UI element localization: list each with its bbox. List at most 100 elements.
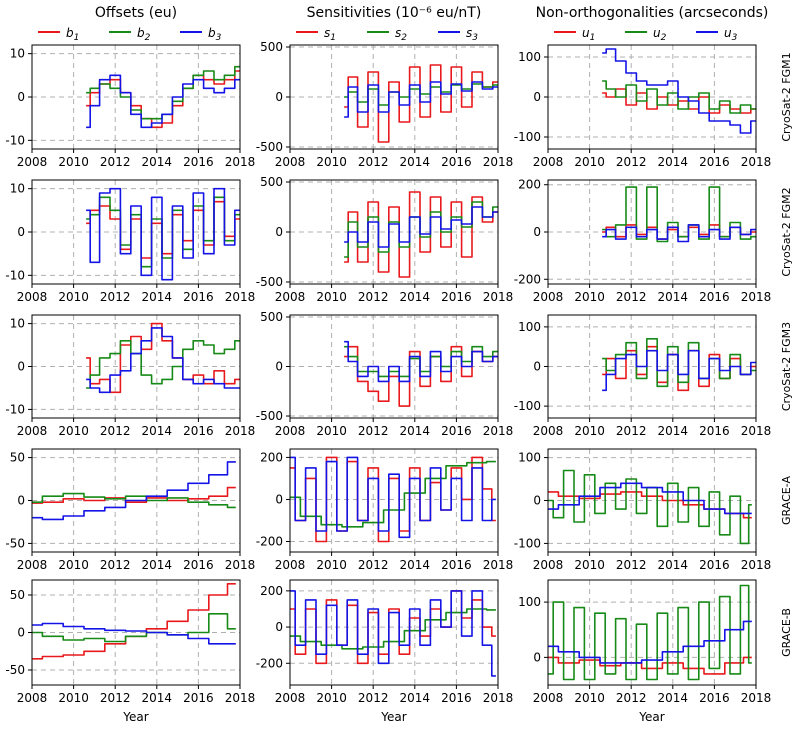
series-line-b1 xyxy=(86,70,240,129)
legend-label: b3 xyxy=(208,26,222,43)
x-tick-label: 2012 xyxy=(616,691,647,705)
x-tick-label: 2010 xyxy=(574,558,605,572)
axes-frame xyxy=(289,448,499,553)
panel: 2008 2010 2012 2014 2016 2018 -200 0 200 xyxy=(256,448,513,572)
x-tick-label: 2012 xyxy=(358,290,389,304)
panel: 2008 2010 2012 2014 2016 2018 -500 0 500 xyxy=(256,40,514,169)
panel: 2008 2010 2012 2014 2016 2018 -100 0 100 xyxy=(514,448,771,572)
y-tick-label: 100 xyxy=(518,320,541,334)
x-tick-label: 2012 xyxy=(100,424,131,438)
series-line-u2 xyxy=(602,80,756,114)
x-tick-label: 2010 xyxy=(316,558,347,572)
y-tick-label: 50 xyxy=(10,588,25,602)
x-tick-label: 2010 xyxy=(316,691,347,705)
y-tick-label: 0 xyxy=(533,360,541,374)
x-tick-label: 2012 xyxy=(100,691,131,705)
x-tick-label: 2012 xyxy=(358,558,389,572)
y-tick-label: 0 xyxy=(533,90,541,104)
series-line-b3 xyxy=(32,461,236,521)
legend-label: u1 xyxy=(582,26,595,43)
series-line-u3 xyxy=(602,48,756,134)
panel: 2008 2010 2012 2014 2016 2018 -500 0 500 xyxy=(256,175,514,304)
series-line-u3 xyxy=(548,482,752,515)
x-tick-label: 2014 xyxy=(400,155,431,169)
x-tick-label: 2016 xyxy=(699,424,730,438)
series-line-b3 xyxy=(86,327,240,394)
x-axis-label: Year xyxy=(122,710,148,724)
panel: 2008 2010 2012 2014 2016 2018 -200 0 200 xyxy=(256,579,514,705)
y-tick-label: 0 xyxy=(275,90,283,104)
y-tick-label: -100 xyxy=(514,130,541,144)
x-tick-label: 2010 xyxy=(58,155,89,169)
legend: b1 b2 b3 xyxy=(38,26,222,43)
x-tick-label: 2018 xyxy=(741,290,772,304)
y-tick-label: 0 xyxy=(275,620,283,634)
x-tick-label: 2008 xyxy=(275,558,306,572)
legend-label: s1 xyxy=(324,26,336,43)
x-tick-label: 2008 xyxy=(275,691,306,705)
x-axis-label: Year xyxy=(638,710,664,724)
panel: 2008 2010 2012 2014 2016 2018 -100 0 100 xyxy=(514,314,771,438)
x-tick-label: 2012 xyxy=(616,558,647,572)
y-tick-label: 200 xyxy=(260,584,283,598)
series-line-u2 xyxy=(548,584,752,681)
x-tick-label: 2010 xyxy=(574,155,605,169)
x-tick-label: 2012 xyxy=(100,558,131,572)
x-tick-label: 2010 xyxy=(316,155,347,169)
x-tick-label: 2018 xyxy=(225,155,256,169)
legend-label: s3 xyxy=(466,26,478,43)
x-tick-label: 2018 xyxy=(741,155,772,169)
x-tick-label: 2014 xyxy=(142,290,173,304)
x-tick-label: 2016 xyxy=(183,155,214,169)
series-line-b3 xyxy=(86,187,240,281)
y-tick-label: 500 xyxy=(260,40,283,54)
x-tick-label: 2010 xyxy=(574,424,605,438)
y-tick-label: -500 xyxy=(256,275,283,289)
x-tick-label: 2012 xyxy=(100,155,131,169)
x-tick-label: 2016 xyxy=(699,155,730,169)
column-title: Non-orthogonalities (arcseconds) xyxy=(536,5,769,21)
y-tick-label: -200 xyxy=(256,534,283,548)
x-tick-label: 2008 xyxy=(533,290,564,304)
y-tick-label: -50 xyxy=(5,536,25,550)
series-line-u2 xyxy=(548,469,752,545)
series-line-s3 xyxy=(344,206,498,248)
x-tick-label: 2016 xyxy=(183,290,214,304)
y-tick-label: -100 xyxy=(514,399,541,413)
y-tick-label: 0 xyxy=(533,225,541,239)
x-tick-label: 2008 xyxy=(275,290,306,304)
x-tick-label: 2008 xyxy=(275,424,306,438)
x-tick-label: 2016 xyxy=(441,558,472,572)
x-tick-label: 2008 xyxy=(533,691,564,705)
x-tick-label: 2010 xyxy=(316,290,347,304)
y-tick-label: -50 xyxy=(5,663,25,677)
x-tick-label: 2014 xyxy=(658,691,689,705)
series-line-s3 xyxy=(290,456,496,539)
panel: 2008 2010 2012 2014 2016 2018 -10 0 10 xyxy=(5,179,255,304)
x-tick-label: 2012 xyxy=(616,290,647,304)
x-tick-label: 2014 xyxy=(658,558,689,572)
y-tick-label: 10 xyxy=(10,317,25,331)
row-label: CryoSat-2 FGM2 xyxy=(780,187,793,276)
x-tick-label: 2014 xyxy=(658,290,689,304)
y-tick-label: -500 xyxy=(256,140,283,154)
panel: 2008 2010 2012 2014 2016 2018 0 100 xyxy=(518,579,771,705)
y-tick-label: 0 xyxy=(17,626,25,640)
x-tick-label: 2016 xyxy=(699,691,730,705)
x-tick-label: 2012 xyxy=(100,290,131,304)
series-line-s3 xyxy=(344,340,498,383)
y-tick-label: 10 xyxy=(10,47,25,61)
y-tick-label: 0 xyxy=(17,494,25,508)
legend-label: b1 xyxy=(66,26,79,43)
row-label: GRACE-B xyxy=(780,608,793,657)
legend: u1 u2 u3 xyxy=(554,26,738,43)
x-tick-label: 2010 xyxy=(58,691,89,705)
x-tick-label: 2010 xyxy=(58,424,89,438)
y-tick-label: -200 xyxy=(256,656,283,670)
y-tick-label: 200 xyxy=(260,450,283,464)
series-line-u3 xyxy=(602,349,756,392)
series-line-s3 xyxy=(290,590,496,677)
x-tick-label: 2018 xyxy=(483,691,514,705)
x-tick-label: 2016 xyxy=(441,691,472,705)
